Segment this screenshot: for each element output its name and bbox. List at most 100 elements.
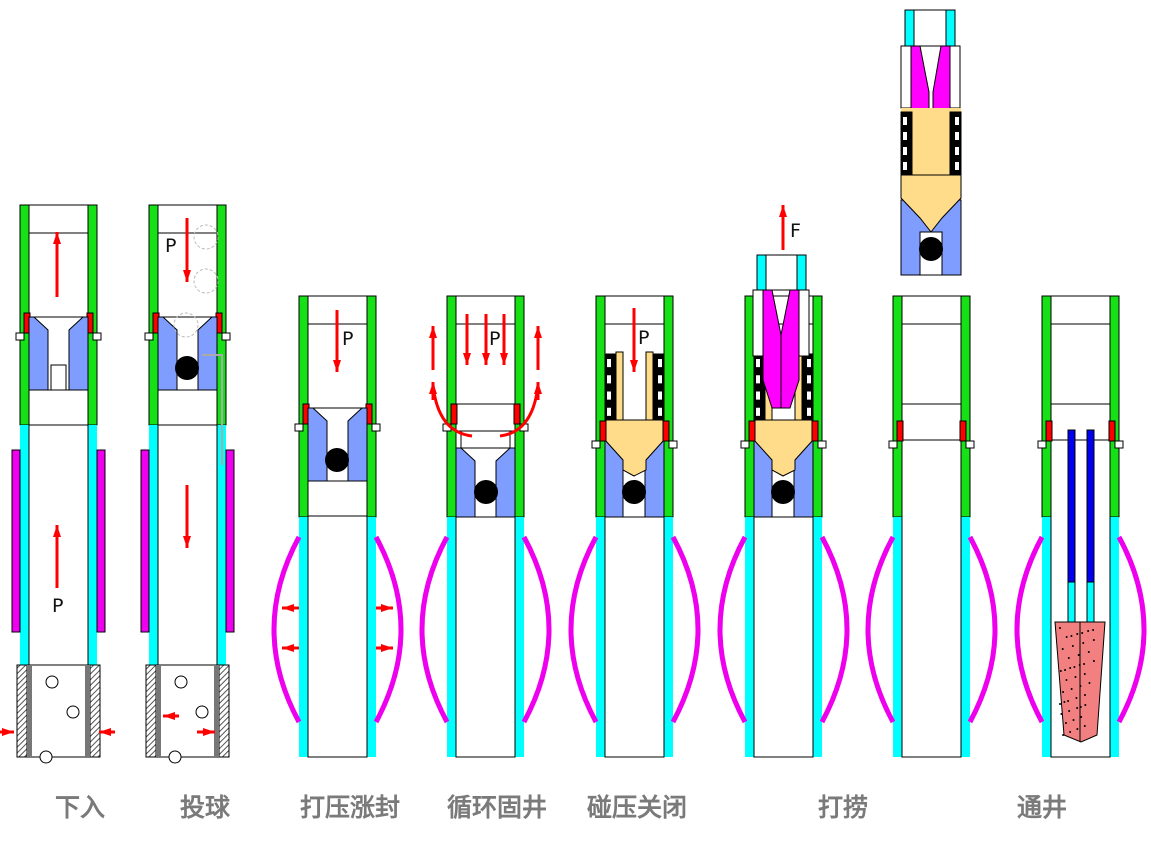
arrow-head [534, 382, 542, 394]
rubber-groove [607, 407, 611, 416]
arrow-head [203, 728, 215, 736]
flow-arrow [197, 728, 215, 736]
mill-grit-dot [1059, 627, 1061, 629]
mill-grit-dot [1092, 639, 1095, 641]
mill-grit-dot [1073, 666, 1076, 668]
mill-grit-dot [1072, 719, 1075, 721]
bore-step [50, 364, 67, 391]
fishing-spear-right [780, 289, 800, 409]
shear-pin-left [15, 332, 25, 341]
rubber-groove [658, 407, 662, 416]
lower-body-wall-left [149, 425, 158, 665]
mill-grit-dot [1092, 660, 1095, 662]
lower-body-wall-right [1110, 517, 1119, 757]
inner-bore [28, 232, 89, 666]
arrow-head [53, 232, 61, 244]
flow-arrow [482, 314, 490, 365]
upper-body-wall-right [1109, 295, 1120, 518]
mill-grit-dot [1083, 694, 1086, 696]
locking-dog-left [599, 420, 607, 442]
steel-ball [622, 480, 646, 504]
port-hole [195, 705, 209, 719]
shear-pin-left [1037, 440, 1047, 449]
stage-label-drift: 通井 [1016, 793, 1068, 822]
flow-arrow [429, 326, 437, 370]
locking-dog-left [896, 420, 904, 442]
locking-dog-right [1108, 420, 1116, 442]
mill-grit-dot [1068, 710, 1071, 712]
lower-body-wall-right [515, 517, 524, 757]
mill-grit-dot [1076, 707, 1079, 709]
steel-ball [175, 356, 199, 380]
arrow-head [630, 360, 638, 372]
arrow-head [779, 205, 787, 217]
flow-arrow [282, 644, 299, 652]
shear-pin-right [668, 440, 678, 449]
drift-rod-left [1067, 429, 1076, 583]
fishing-spear-cap-bore [765, 254, 798, 291]
upper-body-wall-left [892, 295, 903, 518]
lower-body-wall-right [217, 425, 226, 665]
rubber-groove [607, 391, 611, 400]
upper-body-wall-right [960, 295, 971, 518]
top-connection [901, 295, 962, 325]
fished-plug-nose [900, 174, 962, 233]
rubber-groove [756, 407, 760, 416]
lower-body-wall-right [88, 425, 97, 665]
shear-pin-right [817, 440, 827, 449]
lower-body-wall-left [299, 517, 308, 757]
pressure-mark: P [489, 328, 500, 350]
arrow-head [381, 604, 393, 612]
arrow-head [429, 326, 437, 338]
lower-body-wall-left [20, 425, 29, 665]
locking-dog-right [662, 420, 670, 442]
inner-bore [157, 232, 218, 666]
force-mark: F [790, 220, 801, 242]
mill-grit-dot [1064, 669, 1067, 671]
expansion-bow-left [717, 535, 748, 724]
pressure-mark: P [342, 328, 353, 350]
mill-grit-dot [1077, 654, 1080, 656]
flow-arrow [534, 382, 542, 400]
locking-dog-right [811, 420, 819, 442]
flow-arrow [630, 308, 638, 372]
rubber-groove [807, 375, 811, 384]
expansion-bow-right [373, 535, 404, 724]
stage-label-bump-close: 碰压关闭 [586, 793, 688, 822]
mill-grit-dot [1059, 703, 1061, 705]
flow-arrow [333, 310, 341, 372]
upper-body-wall-left [1041, 295, 1052, 518]
mill-grit-dot [1059, 670, 1062, 672]
mill-grit-dot [1069, 731, 1072, 733]
expansion-bow-left [1014, 535, 1045, 724]
drift-rod-lower-left [1067, 581, 1076, 623]
mill-grit-dot [1087, 651, 1090, 653]
expansion-bow-left [568, 535, 599, 724]
lower-body-wall-left [596, 517, 605, 757]
rubber-groove [955, 132, 959, 140]
rubber-groove [658, 391, 662, 400]
flow-arrow [99, 728, 115, 736]
locking-dog-right [959, 420, 967, 442]
arrow-head [2, 728, 14, 736]
unexpanded-sleeve-left [11, 449, 21, 633]
port-hole [168, 750, 182, 764]
mill-grit-dot [1069, 667, 1072, 669]
arrow-head [429, 382, 437, 394]
mill-grit-dot [1084, 704, 1087, 706]
shear-pin-left [740, 440, 750, 449]
lower-body-wall-right [813, 517, 822, 757]
shear-pin-right [965, 440, 975, 449]
port-hole [174, 675, 188, 689]
lower-body-wall-right [367, 517, 376, 757]
rubber-groove [807, 359, 811, 368]
flow-arrow [500, 314, 508, 365]
mill-grit-dot [1083, 673, 1086, 675]
flow-arrow [779, 205, 787, 250]
mill-grit-dot [1067, 700, 1070, 702]
fished-guide-right [949, 45, 961, 109]
mill-grit-dot [1083, 663, 1086, 665]
rubber-groove [756, 359, 760, 368]
